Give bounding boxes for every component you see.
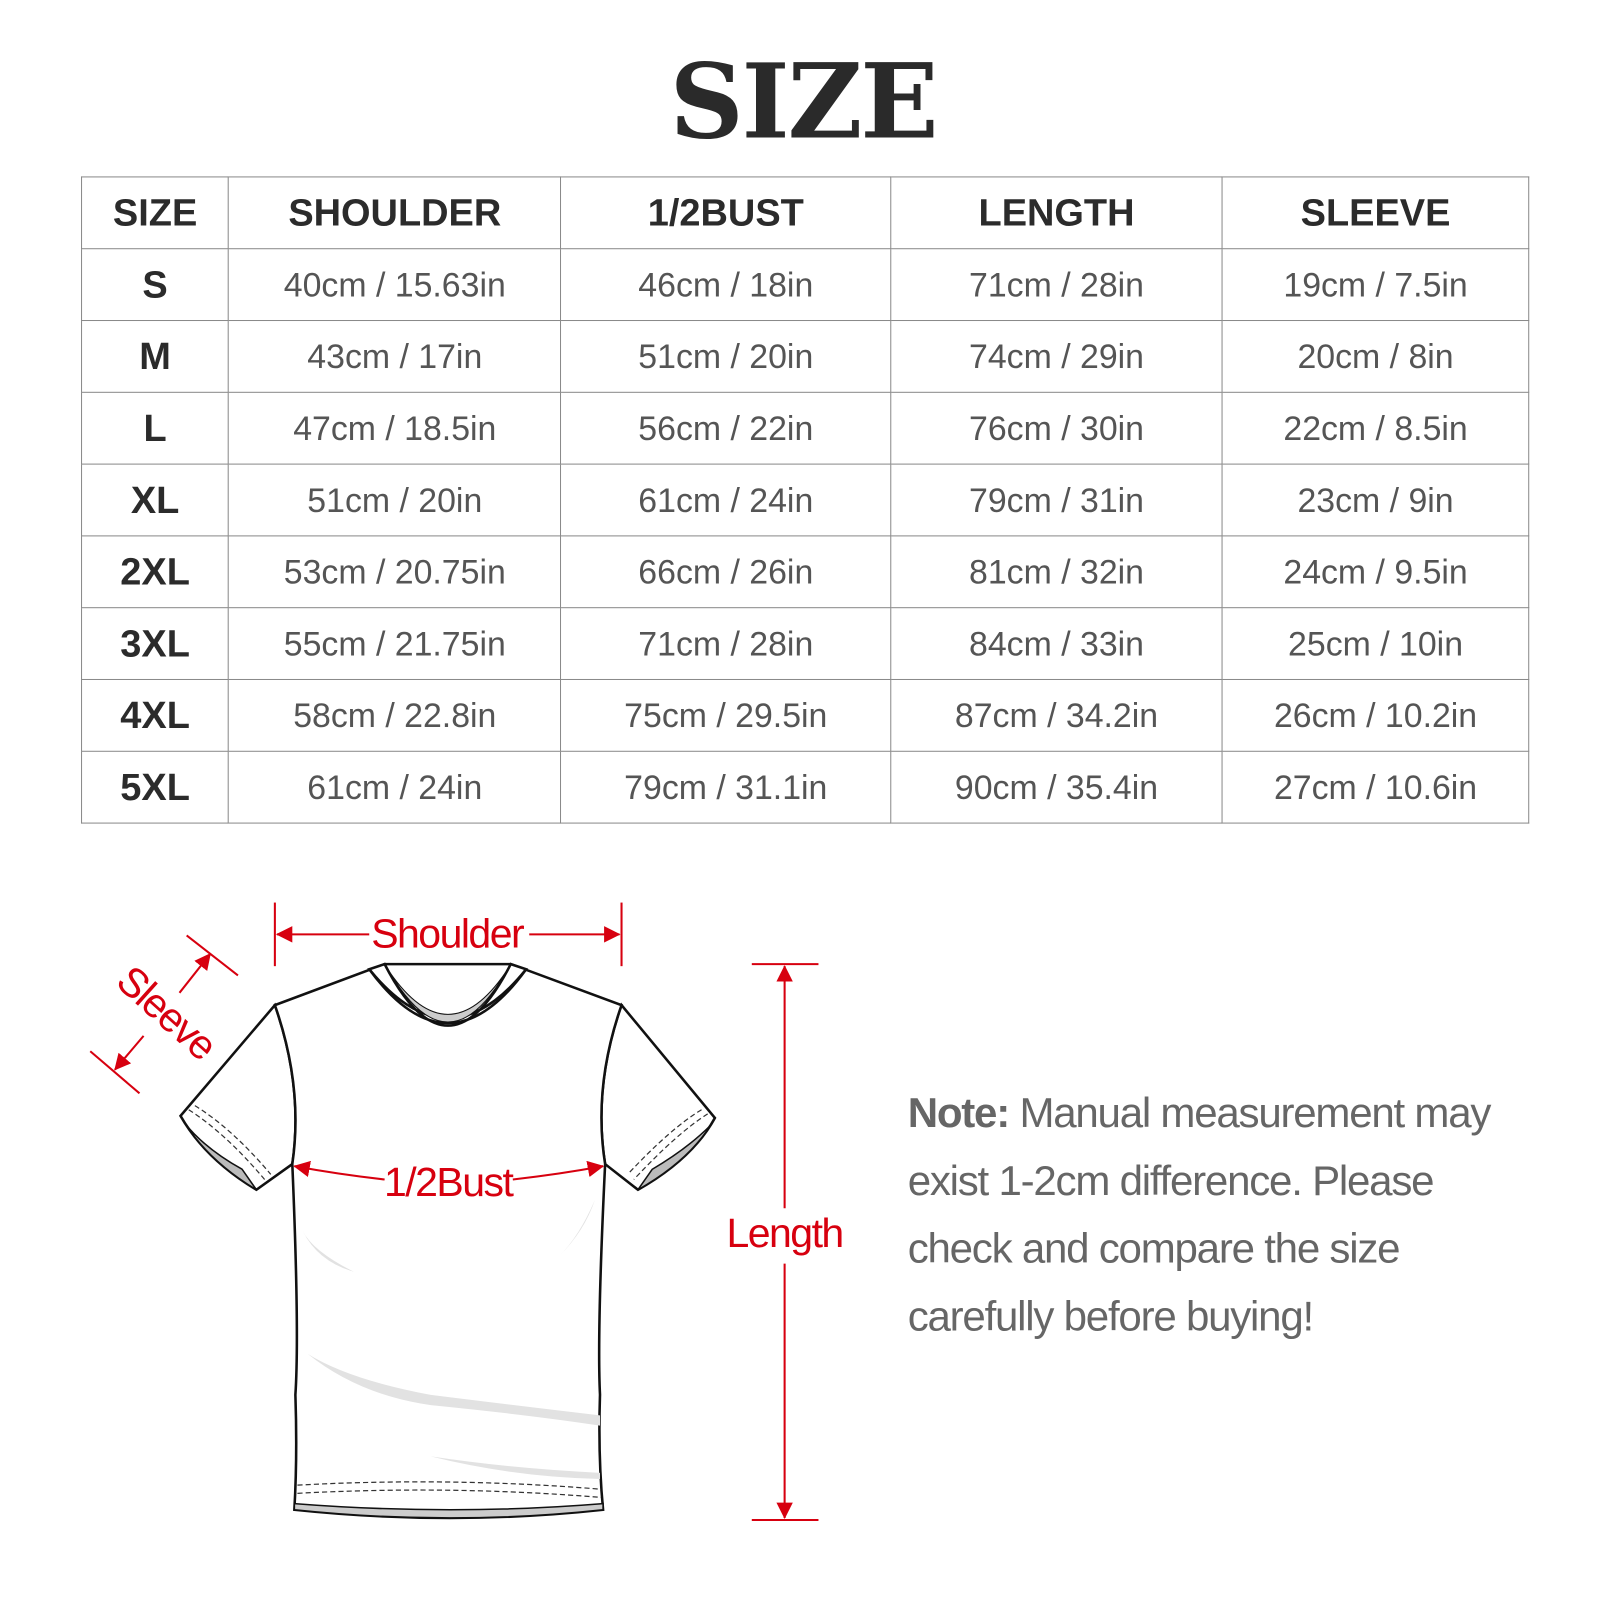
measurement-cell: 24cm / 9.5in — [1221, 535, 1530, 609]
measurement-cell: 20cm / 8in — [1221, 319, 1530, 393]
measurement-cell: 81cm / 32in — [890, 535, 1223, 609]
note-label: Note: — [907, 1089, 1011, 1137]
table-row: XL 51cm / 20in 61cm / 24in 79cm / 31in 23cm … — [81, 463, 1530, 537]
column-header: LENGTH — [890, 176, 1223, 250]
shoulder-label: Shoulder — [371, 911, 524, 957]
column-header: 1/2BUST — [560, 176, 892, 250]
measurement-cell: 61cm / 24in — [560, 463, 892, 537]
measurement-cell: 23cm / 9in — [1221, 463, 1530, 537]
sleeve-measure — [89, 934, 239, 1095]
size-cell: L — [81, 391, 230, 465]
table-row: 5XL 61cm / 24in 79cm / 31.1in 90cm / 35.4in… — [81, 750, 1530, 824]
sleeve-label: Sleeve — [108, 957, 225, 1069]
size-cell: 2XL — [81, 535, 230, 609]
measurement-cell: 76cm / 30in — [890, 391, 1223, 465]
size-cell: 5XL — [81, 750, 230, 824]
table-row: 2XL 53cm / 20.75in 66cm / 26in 81cm / 32in 2… — [81, 535, 1530, 609]
measurement-cell: 43cm / 17in — [228, 319, 562, 393]
measurement-cell: 90cm / 35.4in — [890, 750, 1223, 824]
measurement-cell: 71cm / 28in — [560, 607, 892, 680]
bust-label: 1/2Bust — [384, 1159, 514, 1205]
measurement-cell: 61cm / 24in — [228, 750, 562, 824]
size-cell: 3XL — [81, 607, 230, 680]
measurement-cell: 58cm / 22.8in — [228, 678, 562, 752]
measurement-cell: 46cm / 18in — [560, 248, 892, 322]
shoulder-measure — [273, 902, 623, 967]
measurement-cell: 71cm / 28in — [890, 248, 1223, 322]
tshirt-icon — [178, 962, 717, 1520]
table-row: S 40cm / 15.63in 46cm / 18in 71cm / 28in 19c… — [81, 248, 1530, 322]
measurement-cell: 51cm / 20in — [228, 463, 562, 537]
measurement-cell: 79cm / 31.1in — [560, 750, 892, 824]
measurement-cell: 55cm / 21.75in — [228, 607, 562, 680]
column-header: SLEEVE — [1221, 176, 1530, 250]
measurement-cell: 56cm / 22in — [560, 391, 892, 465]
note-text: Manual measurement may exist 1-2cm diffe… — [907, 1089, 1492, 1340]
size-chart-table: SIZE SHOULDER 1/2BUST LENGTH SLEEVE S 40cm / … — [81, 176, 1530, 824]
size-cell: S — [81, 248, 230, 322]
measurement-cell: 25cm / 10in — [1221, 607, 1530, 680]
measurement-cell: 84cm / 33in — [890, 607, 1223, 680]
measurement-cell: 53cm / 20.75in — [228, 535, 562, 609]
measurement-cell: 74cm / 29in — [890, 319, 1223, 393]
measurement-cell: 87cm / 34.2in — [890, 678, 1223, 752]
page-title: SIZE — [669, 41, 939, 163]
measurement-cell: 40cm / 15.63in — [228, 248, 562, 322]
table-row: 4XL 58cm / 22.8in 75cm / 29.5in 87cm / 34.2… — [81, 678, 1530, 752]
measurement-cell: 75cm / 29.5in — [560, 678, 892, 752]
column-header: SIZE — [81, 176, 230, 250]
size-cell: XL — [81, 463, 230, 537]
size-cell: M — [81, 319, 230, 393]
bust-measure — [293, 1160, 605, 1181]
measurement-cell: 26cm / 10.2in — [1221, 678, 1530, 752]
measurement-cell: 22cm / 8.5in — [1221, 391, 1530, 465]
measurement-cell: 51cm / 20in — [560, 319, 892, 393]
table-header-row: SIZE SHOULDER 1/2BUST LENGTH SLEEVE — [81, 176, 1530, 250]
measurement-note: Note: Manual measurement may exist 1-2cm… — [908, 1079, 1544, 1350]
length-measure — [751, 963, 819, 1522]
size-cell: 4XL — [81, 678, 230, 752]
measurement-cell: 79cm / 31in — [890, 463, 1223, 537]
measurement-cell: 19cm / 7.5in — [1221, 248, 1530, 322]
table-row: 3XL 55cm / 21.75in 71cm / 28in 84cm / 33in 2… — [81, 607, 1530, 680]
table-row: L 47cm / 18.5in 56cm / 22in 76cm / 30in 22cm… — [81, 391, 1530, 465]
table-row: M 43cm / 17in 51cm / 20in 74cm / 29in 20cm /… — [81, 319, 1530, 393]
measurement-cell: 66cm / 26in — [560, 535, 892, 609]
measurement-cell: 27cm / 10.6in — [1221, 750, 1530, 824]
length-label: Length — [726, 1210, 842, 1256]
